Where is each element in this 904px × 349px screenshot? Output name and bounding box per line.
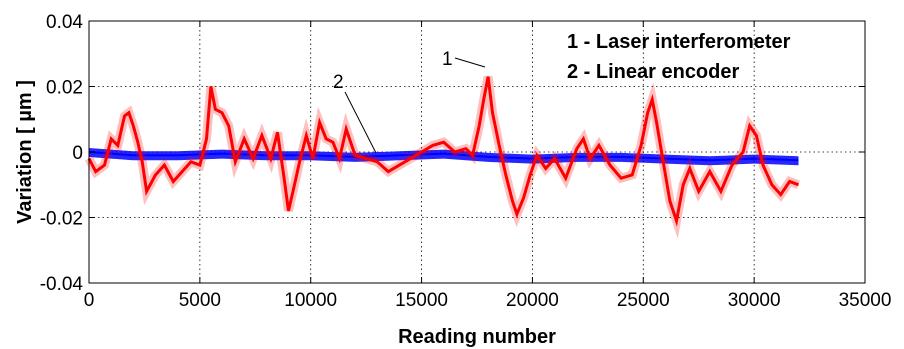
- x-tick-label: 35000: [839, 290, 892, 311]
- y-tick-label: 0.04: [46, 12, 83, 33]
- legend: 1 - Laser interferometer 2 - Linear enco…: [567, 31, 791, 83]
- legend-entry-laser: 1 - Laser interferometer: [567, 31, 791, 53]
- x-axis-title: Reading number: [398, 326, 556, 348]
- annotation-label-2: 2: [333, 72, 344, 93]
- annotation-leader-2: [344, 91, 377, 154]
- axis-ticks: [88, 20, 866, 284]
- x-tick-label: 0: [84, 290, 95, 311]
- annotation-label-1: 1: [442, 49, 453, 70]
- legend-entry-encoder: 2 - Linear encoder: [567, 61, 739, 83]
- x-tick-label: 10000: [284, 290, 337, 311]
- x-tick-label: 15000: [395, 290, 448, 311]
- x-tick-label: 25000: [617, 290, 670, 311]
- series-group: [84, 75, 801, 239]
- series-laser-line: [87, 76, 800, 227]
- x-tick-label: 20000: [506, 290, 559, 311]
- annotation-leader-1: [454, 57, 486, 68]
- y-axis-title: Variation [ µm ]: [14, 80, 36, 224]
- x-tick-label: 5000: [179, 290, 221, 311]
- series-laser-noise: [84, 75, 801, 239]
- tick-labels: 0 5000 10000 15000 20000 25000 30000 35000 -0.04…: [40, 12, 892, 311]
- y-tick-label: -0.04: [40, 274, 84, 295]
- series-encoder-band: [89, 148, 799, 166]
- series-encoder-line: [88, 151, 799, 162]
- y-tick-label: -0.02: [40, 209, 83, 230]
- y-tick-label: 0.02: [46, 78, 83, 99]
- y-tick-label: 0: [72, 143, 83, 164]
- x-tick-label: 30000: [728, 290, 781, 311]
- annotations: 1 2: [333, 49, 486, 154]
